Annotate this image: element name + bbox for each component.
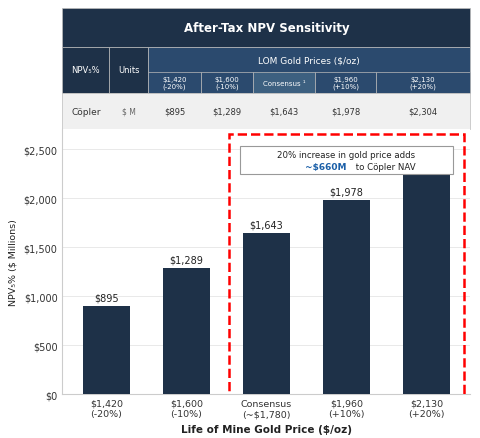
Text: $1,978: $1,978 [329,187,363,198]
FancyBboxPatch shape [240,147,453,174]
Text: ~$660M: ~$660M [305,162,346,171]
Text: to Cöpler NAV: to Cöpler NAV [353,162,415,171]
Y-axis label: NPV₅% ($ Millions): NPV₅% ($ Millions) [9,219,18,306]
Text: Units: Units [118,66,140,75]
Text: $1,643: $1,643 [250,220,283,230]
Bar [315,73,376,94]
Text: $2,304: $2,304 [408,107,438,117]
Text: $895: $895 [164,107,185,117]
Text: $2,304: $2,304 [409,155,444,166]
Bar [62,48,109,94]
Text: $2,130
(+20%): $2,130 (+20%) [409,77,436,90]
Text: $1,600
(-10%): $1,600 (-10%) [215,77,240,90]
Text: $1,643: $1,643 [270,107,299,117]
Text: $895: $895 [94,293,119,303]
Text: $1,978: $1,978 [331,107,360,117]
Bar [148,73,201,94]
Bar [403,169,450,394]
Text: $ M: $ M [122,107,136,117]
Text: LOM Gold Prices ($/oz): LOM Gold Prices ($/oz) [258,56,360,65]
Bar [62,94,470,130]
Text: $1,289: $1,289 [213,107,242,117]
X-axis label: Life of Mine Gold Price ($/oz): Life of Mine Gold Price ($/oz) [181,424,352,434]
Text: Cöpler: Cöpler [71,107,101,117]
Bar [83,307,130,394]
Bar [323,201,370,394]
Text: $1,289: $1,289 [169,255,204,265]
Text: NPV₅%: NPV₅% [72,66,100,75]
Bar [201,73,253,94]
Bar [253,73,315,94]
Bar [163,268,210,394]
Bar [148,48,470,94]
Text: After-Tax NPV Sensitivity: After-Tax NPV Sensitivity [183,22,349,35]
Bar [243,233,289,394]
Bar [376,73,470,94]
Bar [109,48,148,94]
Text: 20% increase in gold price adds: 20% increase in gold price adds [277,151,416,159]
Bar [62,9,470,48]
Text: Consensus ¹: Consensus ¹ [263,81,306,86]
Text: $1,960
(+10%): $1,960 (+10%) [332,77,359,90]
Text: $1,420
(-20%): $1,420 (-20%) [162,77,187,90]
